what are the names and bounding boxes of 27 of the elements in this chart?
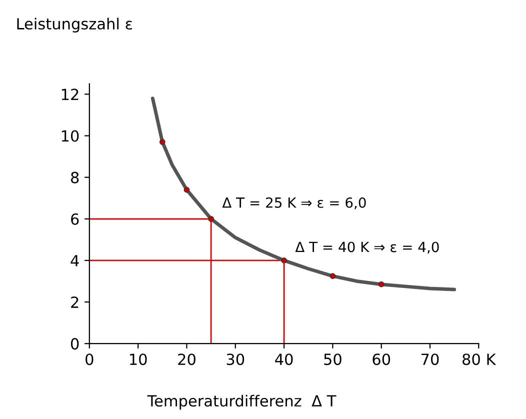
point xyxy=(159,139,166,145)
y-tick-label: 2 xyxy=(71,296,78,308)
y-tick-label: 0 xyxy=(70,338,79,350)
annotation: Δ T = 25 K ⇒ ε = 6,0 xyxy=(222,197,366,210)
y-axis-title: Leistungszahl ε xyxy=(17,18,132,33)
point xyxy=(378,281,384,288)
x-tick-label: 50 xyxy=(324,354,342,366)
x-tick-label: 40 xyxy=(275,354,293,366)
x-tick-label: 20 xyxy=(178,354,196,366)
x-tick-label: 60 xyxy=(372,354,390,366)
line-series xyxy=(150,96,456,292)
point xyxy=(330,273,336,279)
y-tick-label: 12 xyxy=(62,88,78,100)
y-tick-label: 4 xyxy=(70,255,79,266)
x-tick-label: 0 xyxy=(86,354,94,366)
x-tick-label: 10 xyxy=(130,354,147,366)
annotation: Δ T = 40 K ⇒ ε = 4,0 xyxy=(295,242,439,254)
x-tick-label: 80 K xyxy=(462,354,496,366)
x-tick-label: 70 xyxy=(422,354,439,366)
point xyxy=(281,258,287,264)
y-tick-label: 8 xyxy=(71,172,79,184)
point xyxy=(184,186,190,193)
x-axis-title: Temperaturdifferenz Δ T xyxy=(147,394,336,410)
y-tick-label: 10 xyxy=(62,130,79,142)
y-tick-label: 6 xyxy=(71,213,79,225)
x-tick-label: 30 xyxy=(226,354,244,366)
point xyxy=(208,216,214,222)
